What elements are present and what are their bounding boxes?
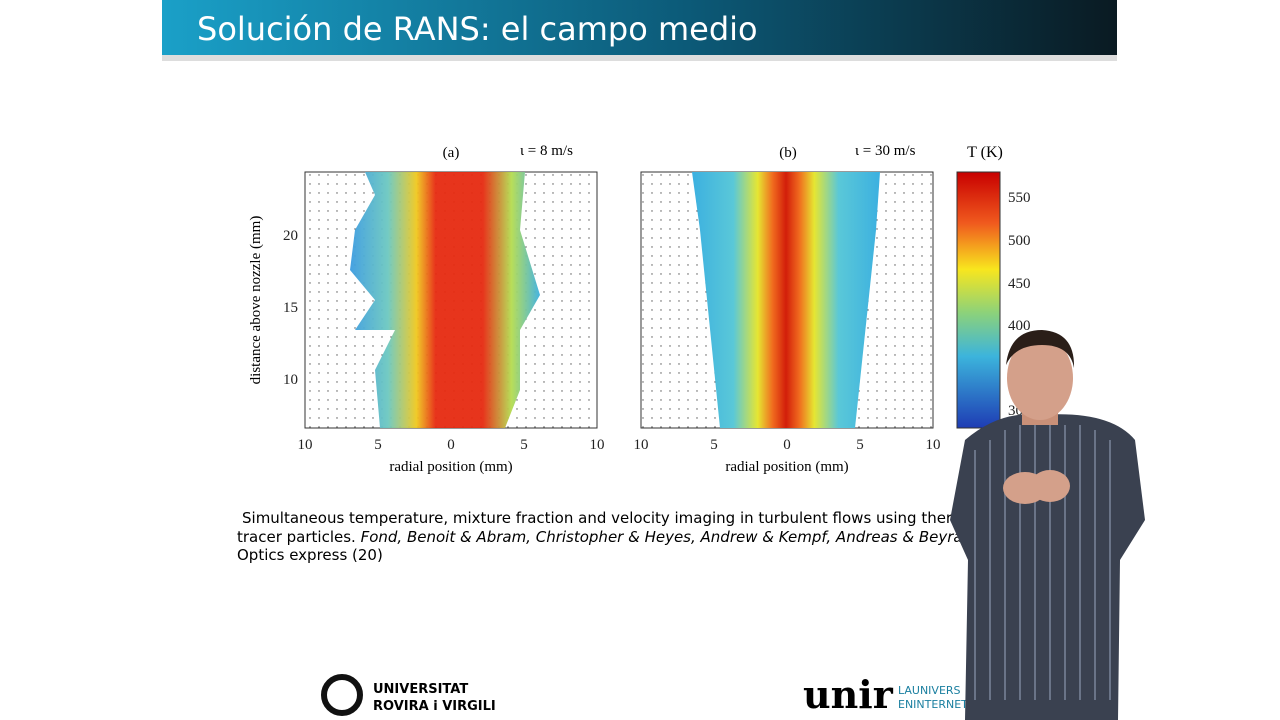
header-shadow (162, 55, 1117, 61)
colorbar-tick: 550 (1008, 190, 1031, 206)
colorbar-tick: 500 (1008, 233, 1031, 249)
colorbar-tick: 400 (1008, 318, 1031, 334)
colorbar-title: T (K) (967, 144, 1003, 161)
unir-logo-text: ENINTERNET (898, 698, 968, 711)
urv-logo-icon (321, 674, 363, 716)
panel-label: (a) (443, 145, 460, 161)
caption-citation: Fond, Benoit & Abram, Christopher & Heye… (361, 528, 977, 546)
y-tick: 20 (283, 228, 298, 244)
x-tick: 0 (447, 437, 455, 453)
unir-logo-text: LAUNIVERS (898, 684, 961, 697)
colorbar-tick: 450 (1008, 276, 1031, 292)
slide-title: Solución de RANS: el campo medio (197, 10, 758, 48)
x-tick: 10 (590, 437, 605, 453)
unir-logo: unir (803, 672, 894, 717)
panel-label: (b) (779, 145, 797, 161)
x-tick: 5 (710, 437, 718, 453)
y-tick: 15 (283, 300, 298, 316)
urv-logo-text: ROVIRA i VIRGILI (373, 699, 496, 714)
x-tick: 5 (856, 437, 864, 453)
urv-logo-text: UNIVERSITAT (373, 682, 468, 697)
y-axis-label: distance above nozzle (mm) (248, 216, 264, 385)
panel-speed: ι = 30 m/s (855, 143, 916, 159)
x-axis-label: radial position (mm) (389, 459, 512, 475)
x-tick: 10 (298, 437, 313, 453)
x-tick: 5 (520, 437, 528, 453)
header-bar (162, 0, 1117, 55)
presenter (950, 330, 1145, 720)
caption-line: Optics express (20) (237, 546, 383, 564)
caption-line: Simultaneous temperature, mixture fracti… (242, 509, 1010, 527)
colorbar (956, 171, 1001, 429)
caption-text: tracer particles. (237, 528, 361, 546)
y-tick: 10 (283, 372, 298, 388)
x-tick: 0 (783, 437, 791, 453)
caption-line: tracer particles. Fond, Benoit & Abram, … (237, 528, 977, 546)
panel-speed: ι = 8 m/s (520, 143, 573, 159)
panel-a-field (350, 172, 540, 428)
x-tick: 10 (926, 437, 941, 453)
panel-b-field (692, 172, 880, 428)
x-axis-label: radial position (mm) (725, 459, 848, 475)
x-tick: 5 (374, 437, 382, 453)
x-tick: 10 (634, 437, 649, 453)
